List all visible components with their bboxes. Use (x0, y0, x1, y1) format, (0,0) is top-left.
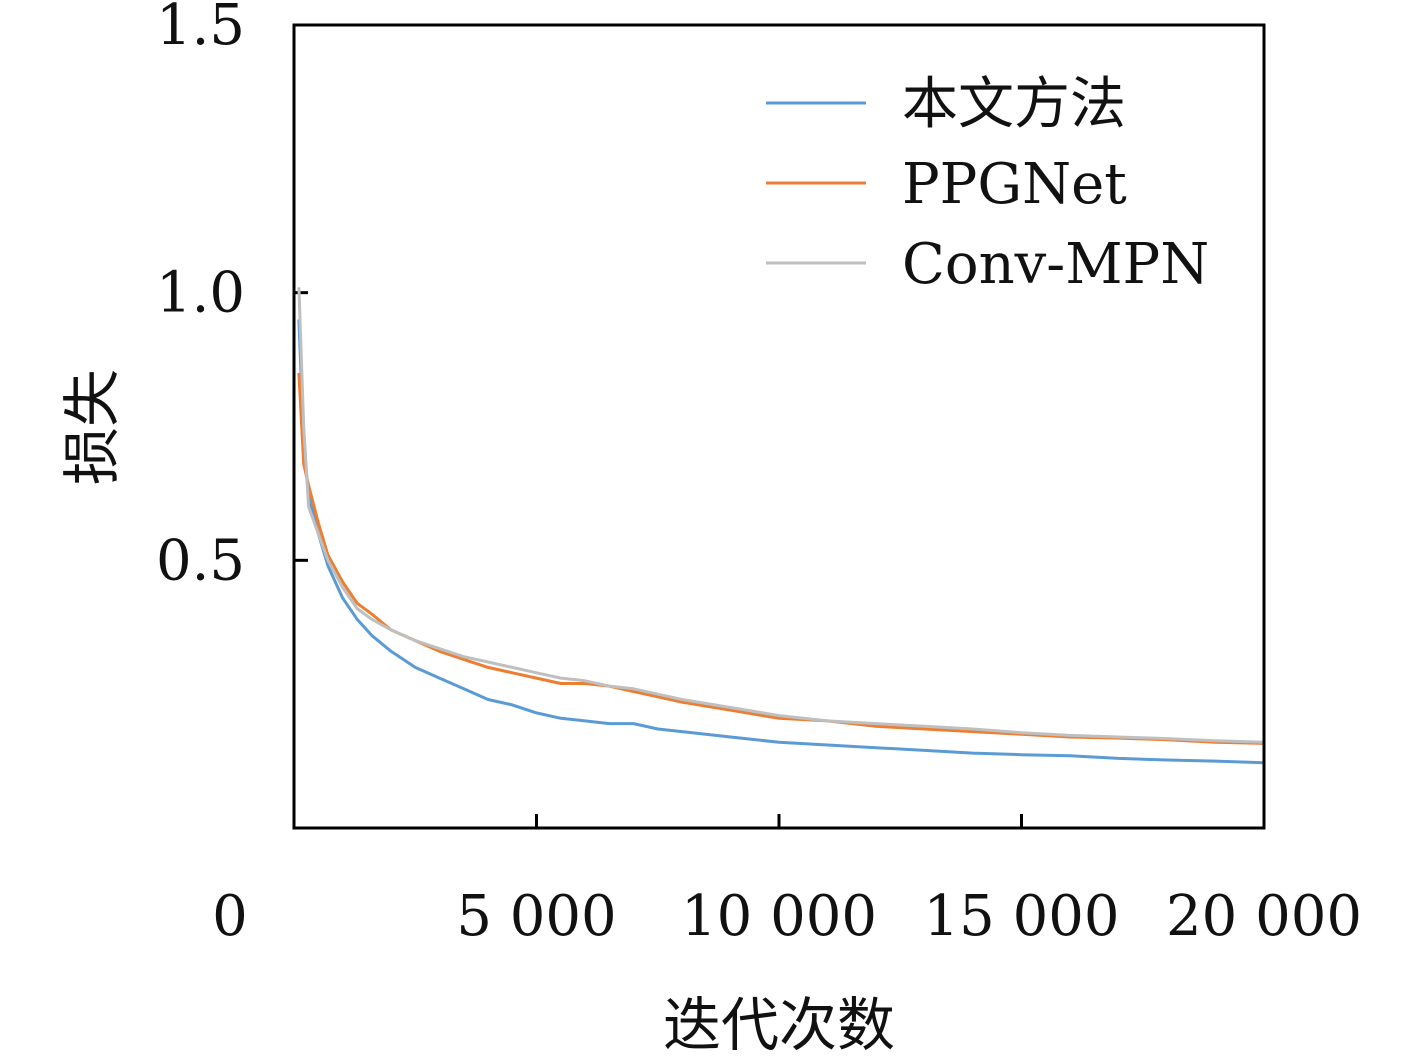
legend-label-1: PPGNet (902, 152, 1127, 217)
y-tick-label: 1.5 (156, 0, 245, 58)
legend-label-2: Conv-MPN (902, 232, 1209, 297)
series-layer (297, 287, 1265, 765)
series-line-1 (297, 372, 1265, 745)
series-line-0 (297, 319, 1265, 765)
legend: 本文方法 PPGNet Conv-MPN (766, 72, 1209, 297)
series-line-2 (297, 287, 1265, 744)
y-tick-label: 1.0 (156, 261, 245, 326)
y-tick-label: 0.5 (156, 528, 245, 593)
ticks-layer: 0 5 000 10 000 15 000 20 000 0.5 1.0 1.5 (156, 0, 1362, 949)
x-tick-label: 0 (212, 884, 248, 949)
x-tick-label: 10 000 (681, 884, 877, 949)
x-axis-label: 迭代次数 (663, 991, 895, 1057)
x-tick-label: 20 000 (1166, 884, 1362, 949)
x-tick-label: 15 000 (924, 884, 1120, 949)
legend-label-0: 本文方法 (902, 72, 1126, 137)
plot-frame (292, 23, 1266, 830)
y-axis-label: 损失 (58, 369, 126, 485)
x-tick-label: 5 000 (456, 884, 616, 949)
